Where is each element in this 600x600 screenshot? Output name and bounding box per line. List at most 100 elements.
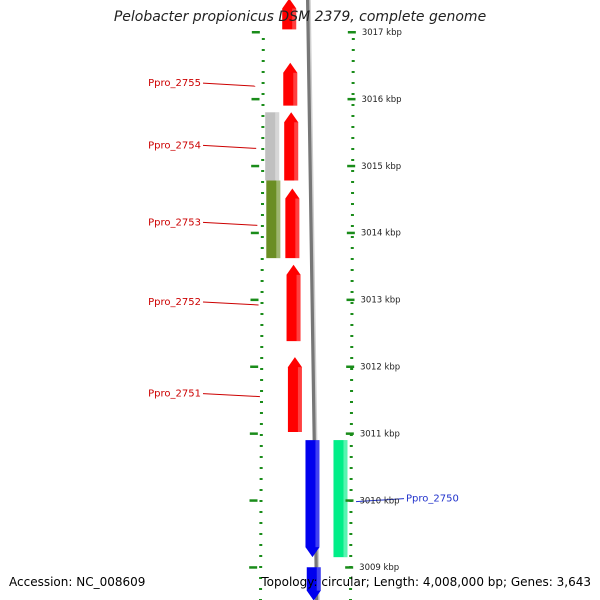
left-track-dot bbox=[259, 500, 263, 502]
gene-label: Ppro_2751 bbox=[148, 389, 201, 400]
left-track-dot bbox=[261, 192, 265, 194]
right-track-dot bbox=[351, 60, 355, 62]
left-track-dot bbox=[259, 577, 263, 579]
gene-arrow bbox=[283, 62, 298, 106]
right-track-dot bbox=[351, 159, 355, 161]
left-track-dot bbox=[259, 522, 263, 524]
left-track-dot bbox=[260, 335, 264, 337]
left-track-dot bbox=[261, 49, 265, 51]
left-track-dot bbox=[261, 82, 265, 84]
right-track-dot bbox=[350, 368, 354, 370]
right-track-dot bbox=[350, 346, 354, 348]
ruler-tick-label: 3012 kbp bbox=[360, 363, 400, 373]
left-ruler-tick bbox=[251, 31, 260, 34]
right-track-dot bbox=[350, 390, 354, 392]
ruler-tick bbox=[345, 432, 354, 435]
ruler-tick-label: 3013 kbp bbox=[361, 296, 401, 306]
left-track-dot bbox=[261, 181, 265, 183]
gene-arrow bbox=[305, 440, 320, 558]
ruler-tick bbox=[346, 231, 355, 235]
left-track-dot bbox=[259, 401, 263, 403]
left-ruler-tick bbox=[249, 432, 258, 435]
genome-title: Pelobacter propionicus DSM 2379, complet… bbox=[113, 9, 487, 25]
gene-label-line bbox=[202, 82, 256, 87]
right-track-dot bbox=[349, 478, 353, 480]
right-track-dot bbox=[351, 115, 355, 117]
feature-block-shade bbox=[276, 180, 281, 259]
feature-block bbox=[266, 180, 281, 259]
right-track-dot bbox=[350, 335, 354, 337]
left-track-dot bbox=[260, 269, 264, 271]
feature-block bbox=[265, 112, 280, 181]
gene-label-line bbox=[355, 498, 405, 503]
gene-arrow-shade bbox=[315, 440, 320, 548]
feature-block-shade bbox=[275, 112, 280, 181]
left-track-dot bbox=[259, 434, 263, 436]
left-track-dot bbox=[261, 159, 265, 161]
right-track-dot bbox=[350, 236, 354, 238]
ruler-tick-label: 3017 kbp bbox=[362, 28, 402, 38]
left-track-dot bbox=[261, 148, 265, 150]
left-track-dot bbox=[260, 291, 264, 293]
left-track-dot bbox=[260, 225, 264, 227]
left-track-dot bbox=[260, 390, 264, 392]
left-track-dot bbox=[260, 236, 264, 238]
left-ruler-tick bbox=[251, 97, 260, 101]
right-track-dot bbox=[350, 203, 354, 205]
right-track-dot bbox=[349, 412, 353, 414]
ruler-tick-label: 3011 kbp bbox=[360, 429, 400, 439]
left-track-dot bbox=[260, 379, 264, 381]
left-track-dot bbox=[261, 93, 265, 95]
right-track-dot bbox=[349, 423, 353, 425]
gene-arrow-shade bbox=[293, 72, 298, 106]
ruler-tick bbox=[346, 365, 355, 368]
left-track-dot bbox=[260, 247, 264, 249]
left-track-dot bbox=[260, 214, 264, 216]
ruler-tick bbox=[347, 164, 356, 168]
gene-label-line bbox=[202, 393, 260, 398]
left-track-dot bbox=[260, 258, 264, 260]
right-track-dot bbox=[349, 467, 353, 469]
gene-label: Ppro_2750 bbox=[406, 494, 459, 505]
left-track-dot bbox=[261, 137, 265, 139]
right-track-dot bbox=[349, 511, 353, 513]
right-track-dot bbox=[350, 280, 354, 282]
left-ruler-tick bbox=[250, 298, 259, 302]
left-track-dot bbox=[261, 170, 265, 172]
gene-arrow-shade bbox=[316, 567, 321, 591]
left-track-dot bbox=[259, 423, 263, 425]
gene-label: Ppro_2752 bbox=[148, 297, 201, 308]
left-track-dot bbox=[260, 346, 264, 348]
gene-arrow bbox=[285, 188, 300, 259]
left-track-dot bbox=[260, 324, 264, 326]
left-ruler-tick bbox=[251, 164, 260, 168]
left-track-dot bbox=[260, 313, 264, 315]
right-track-dot bbox=[351, 71, 355, 73]
left-ruler-tick bbox=[250, 231, 259, 235]
right-track-dot bbox=[351, 49, 355, 51]
gene-arrow-shade bbox=[296, 274, 301, 342]
right-track-dot bbox=[351, 104, 355, 106]
left-track-dot bbox=[259, 412, 263, 414]
left-ruler-tick bbox=[249, 566, 258, 569]
left-track-dot bbox=[259, 489, 263, 491]
ruler-tick bbox=[347, 31, 356, 34]
right-track-dot bbox=[351, 93, 355, 95]
gene-label: Ppro_2755 bbox=[148, 78, 201, 89]
left-track-dot bbox=[259, 566, 263, 568]
gene-label: Ppro_2754 bbox=[148, 140, 201, 151]
right-track-dot bbox=[351, 192, 355, 194]
gene-arrow-shade bbox=[292, 8, 297, 30]
left-track-dot bbox=[261, 71, 265, 73]
ruler-tick-label: 3014 kbp bbox=[361, 229, 401, 239]
left-track-dot bbox=[259, 555, 263, 557]
ruler-tick-label: 3015 kbp bbox=[361, 162, 401, 172]
right-track-dot bbox=[350, 357, 354, 359]
accession-text: Accession: NC_008609 bbox=[9, 575, 146, 589]
right-track-dot bbox=[349, 544, 353, 546]
gene-label-line bbox=[202, 301, 259, 306]
ruler-tick bbox=[346, 298, 355, 302]
gene-label-line bbox=[202, 221, 258, 226]
left-track-dot bbox=[260, 357, 264, 359]
left-track-dot bbox=[259, 544, 263, 546]
